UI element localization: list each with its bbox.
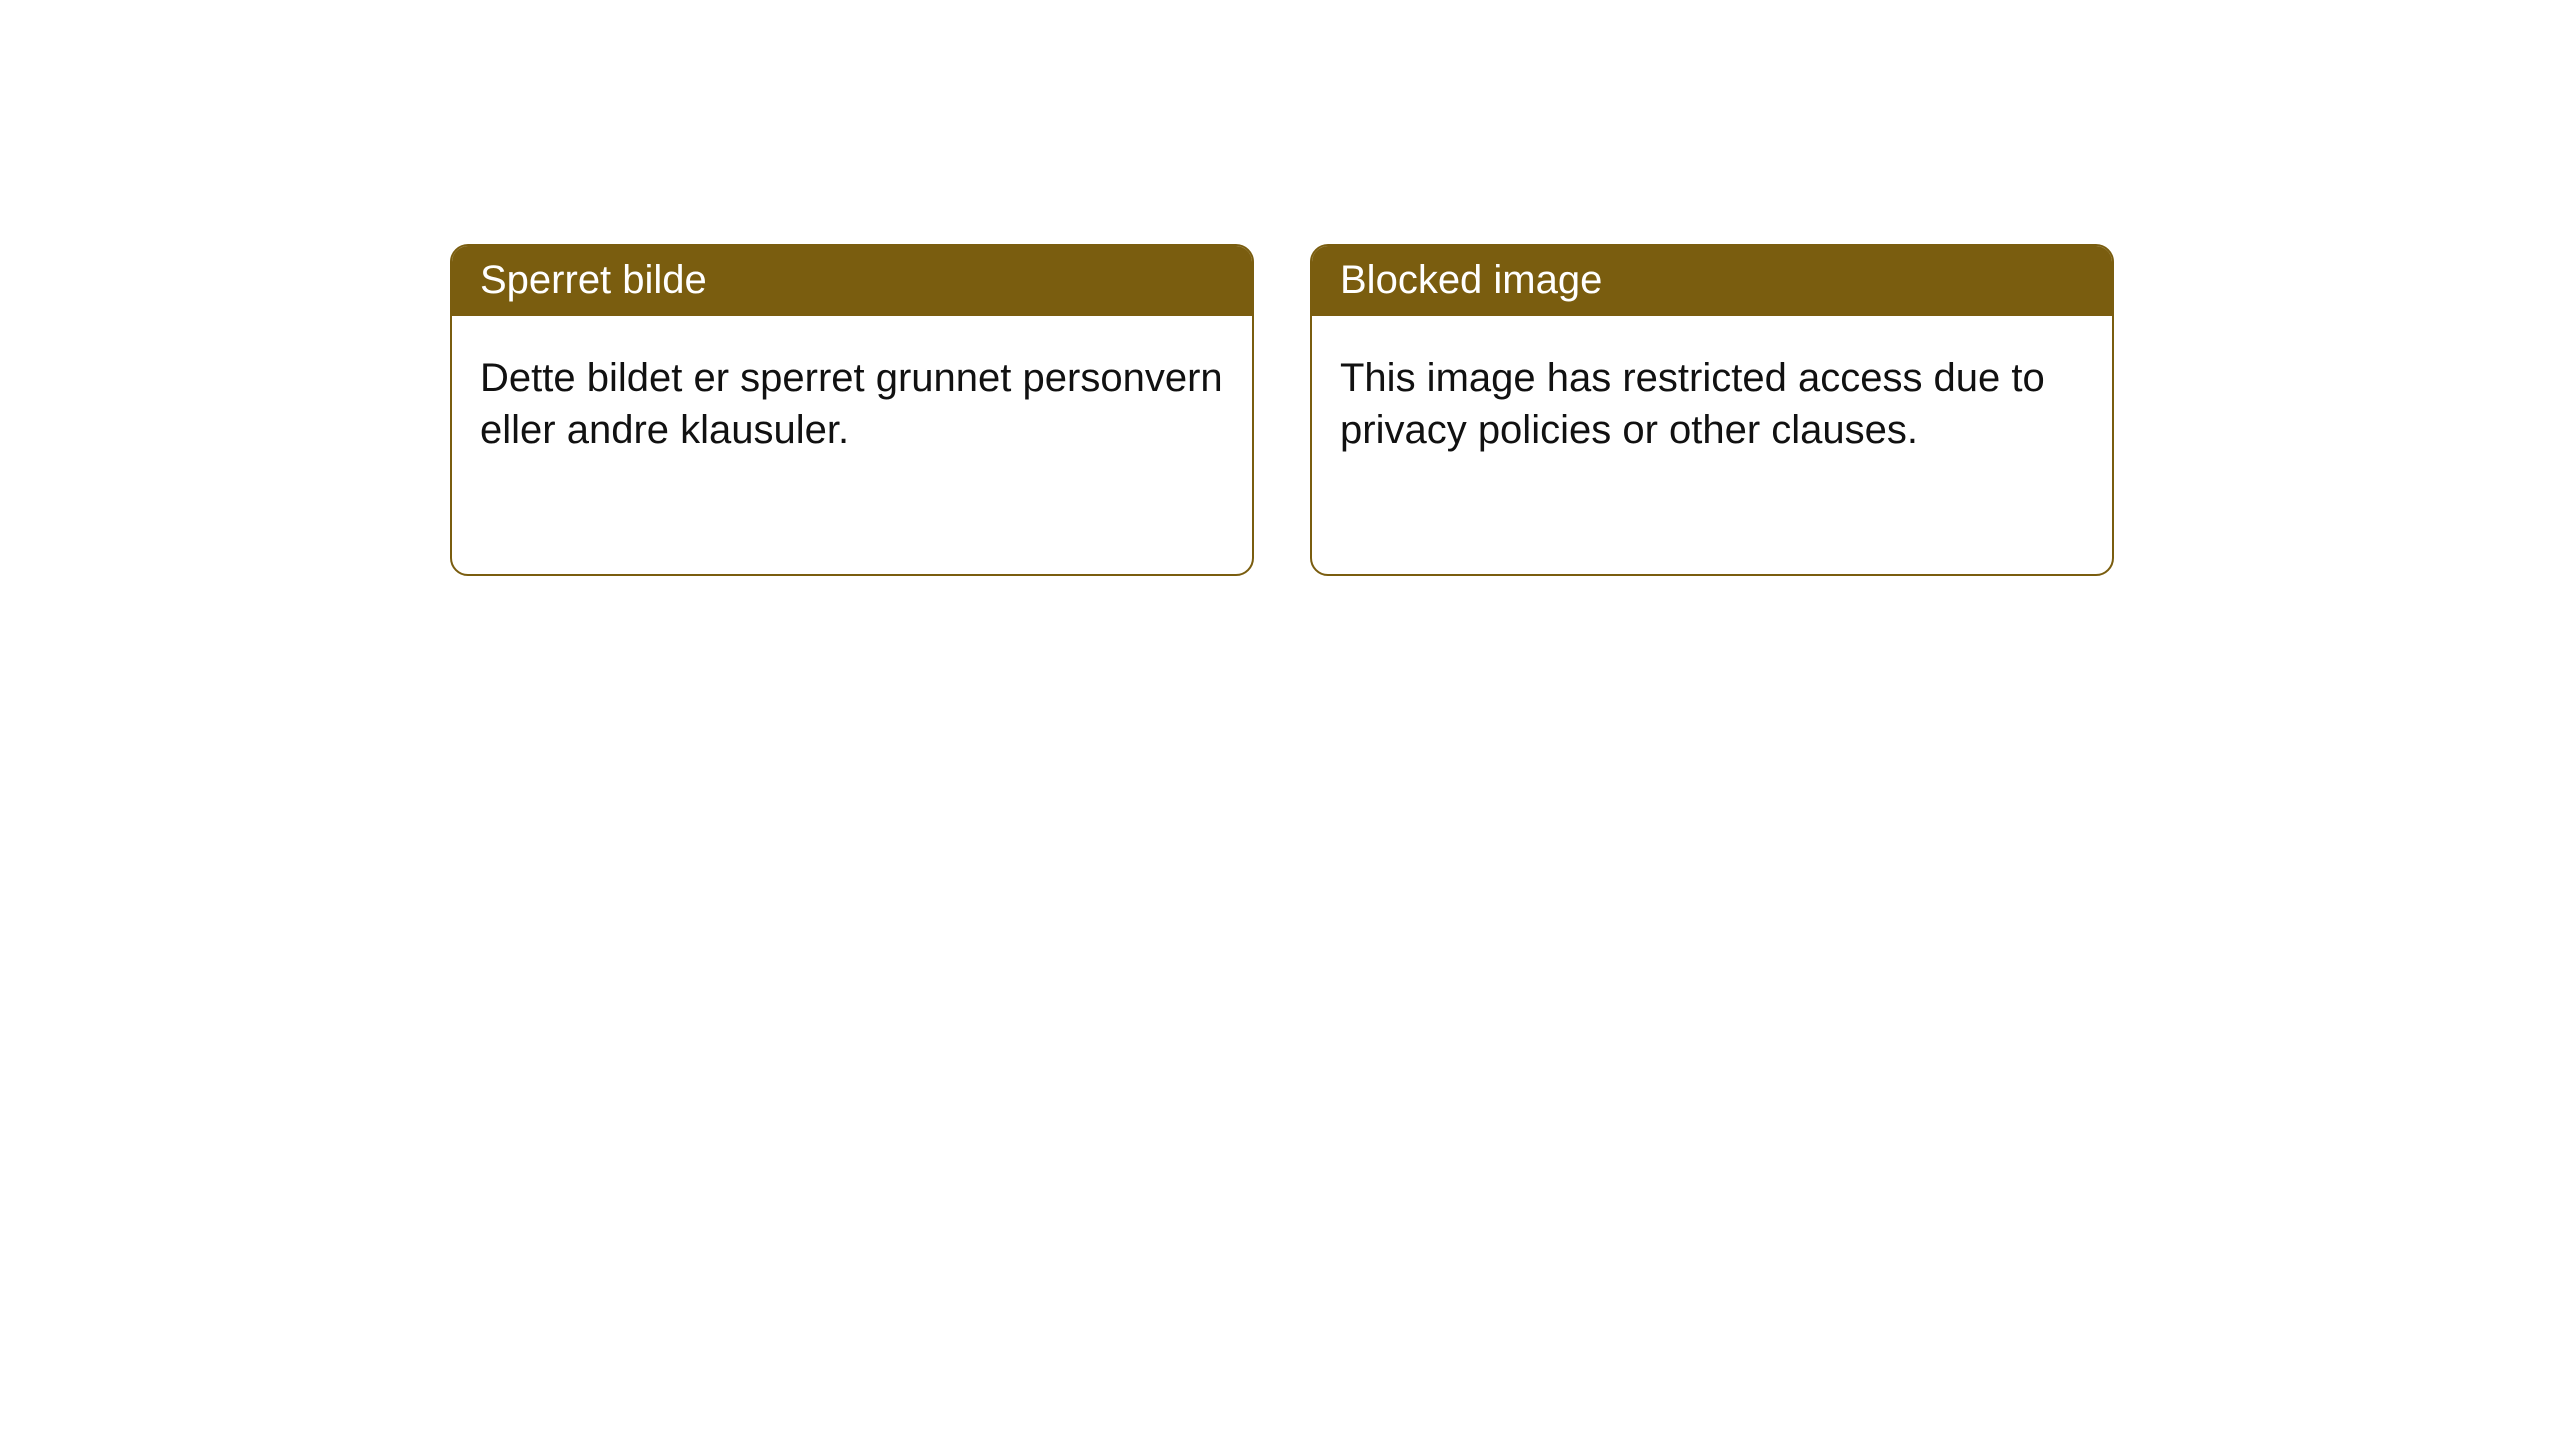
notice-title-no: Sperret bilde <box>452 246 1252 316</box>
notice-body-en: This image has restricted access due to … <box>1312 316 2112 492</box>
notice-title-en: Blocked image <box>1312 246 2112 316</box>
notice-card-en: Blocked image This image has restricted … <box>1310 244 2114 576</box>
notice-body-no: Dette bildet er sperret grunnet personve… <box>452 316 1252 492</box>
notice-card-no: Sperret bilde Dette bildet er sperret gr… <box>450 244 1254 576</box>
notice-container: Sperret bilde Dette bildet er sperret gr… <box>0 0 2560 576</box>
